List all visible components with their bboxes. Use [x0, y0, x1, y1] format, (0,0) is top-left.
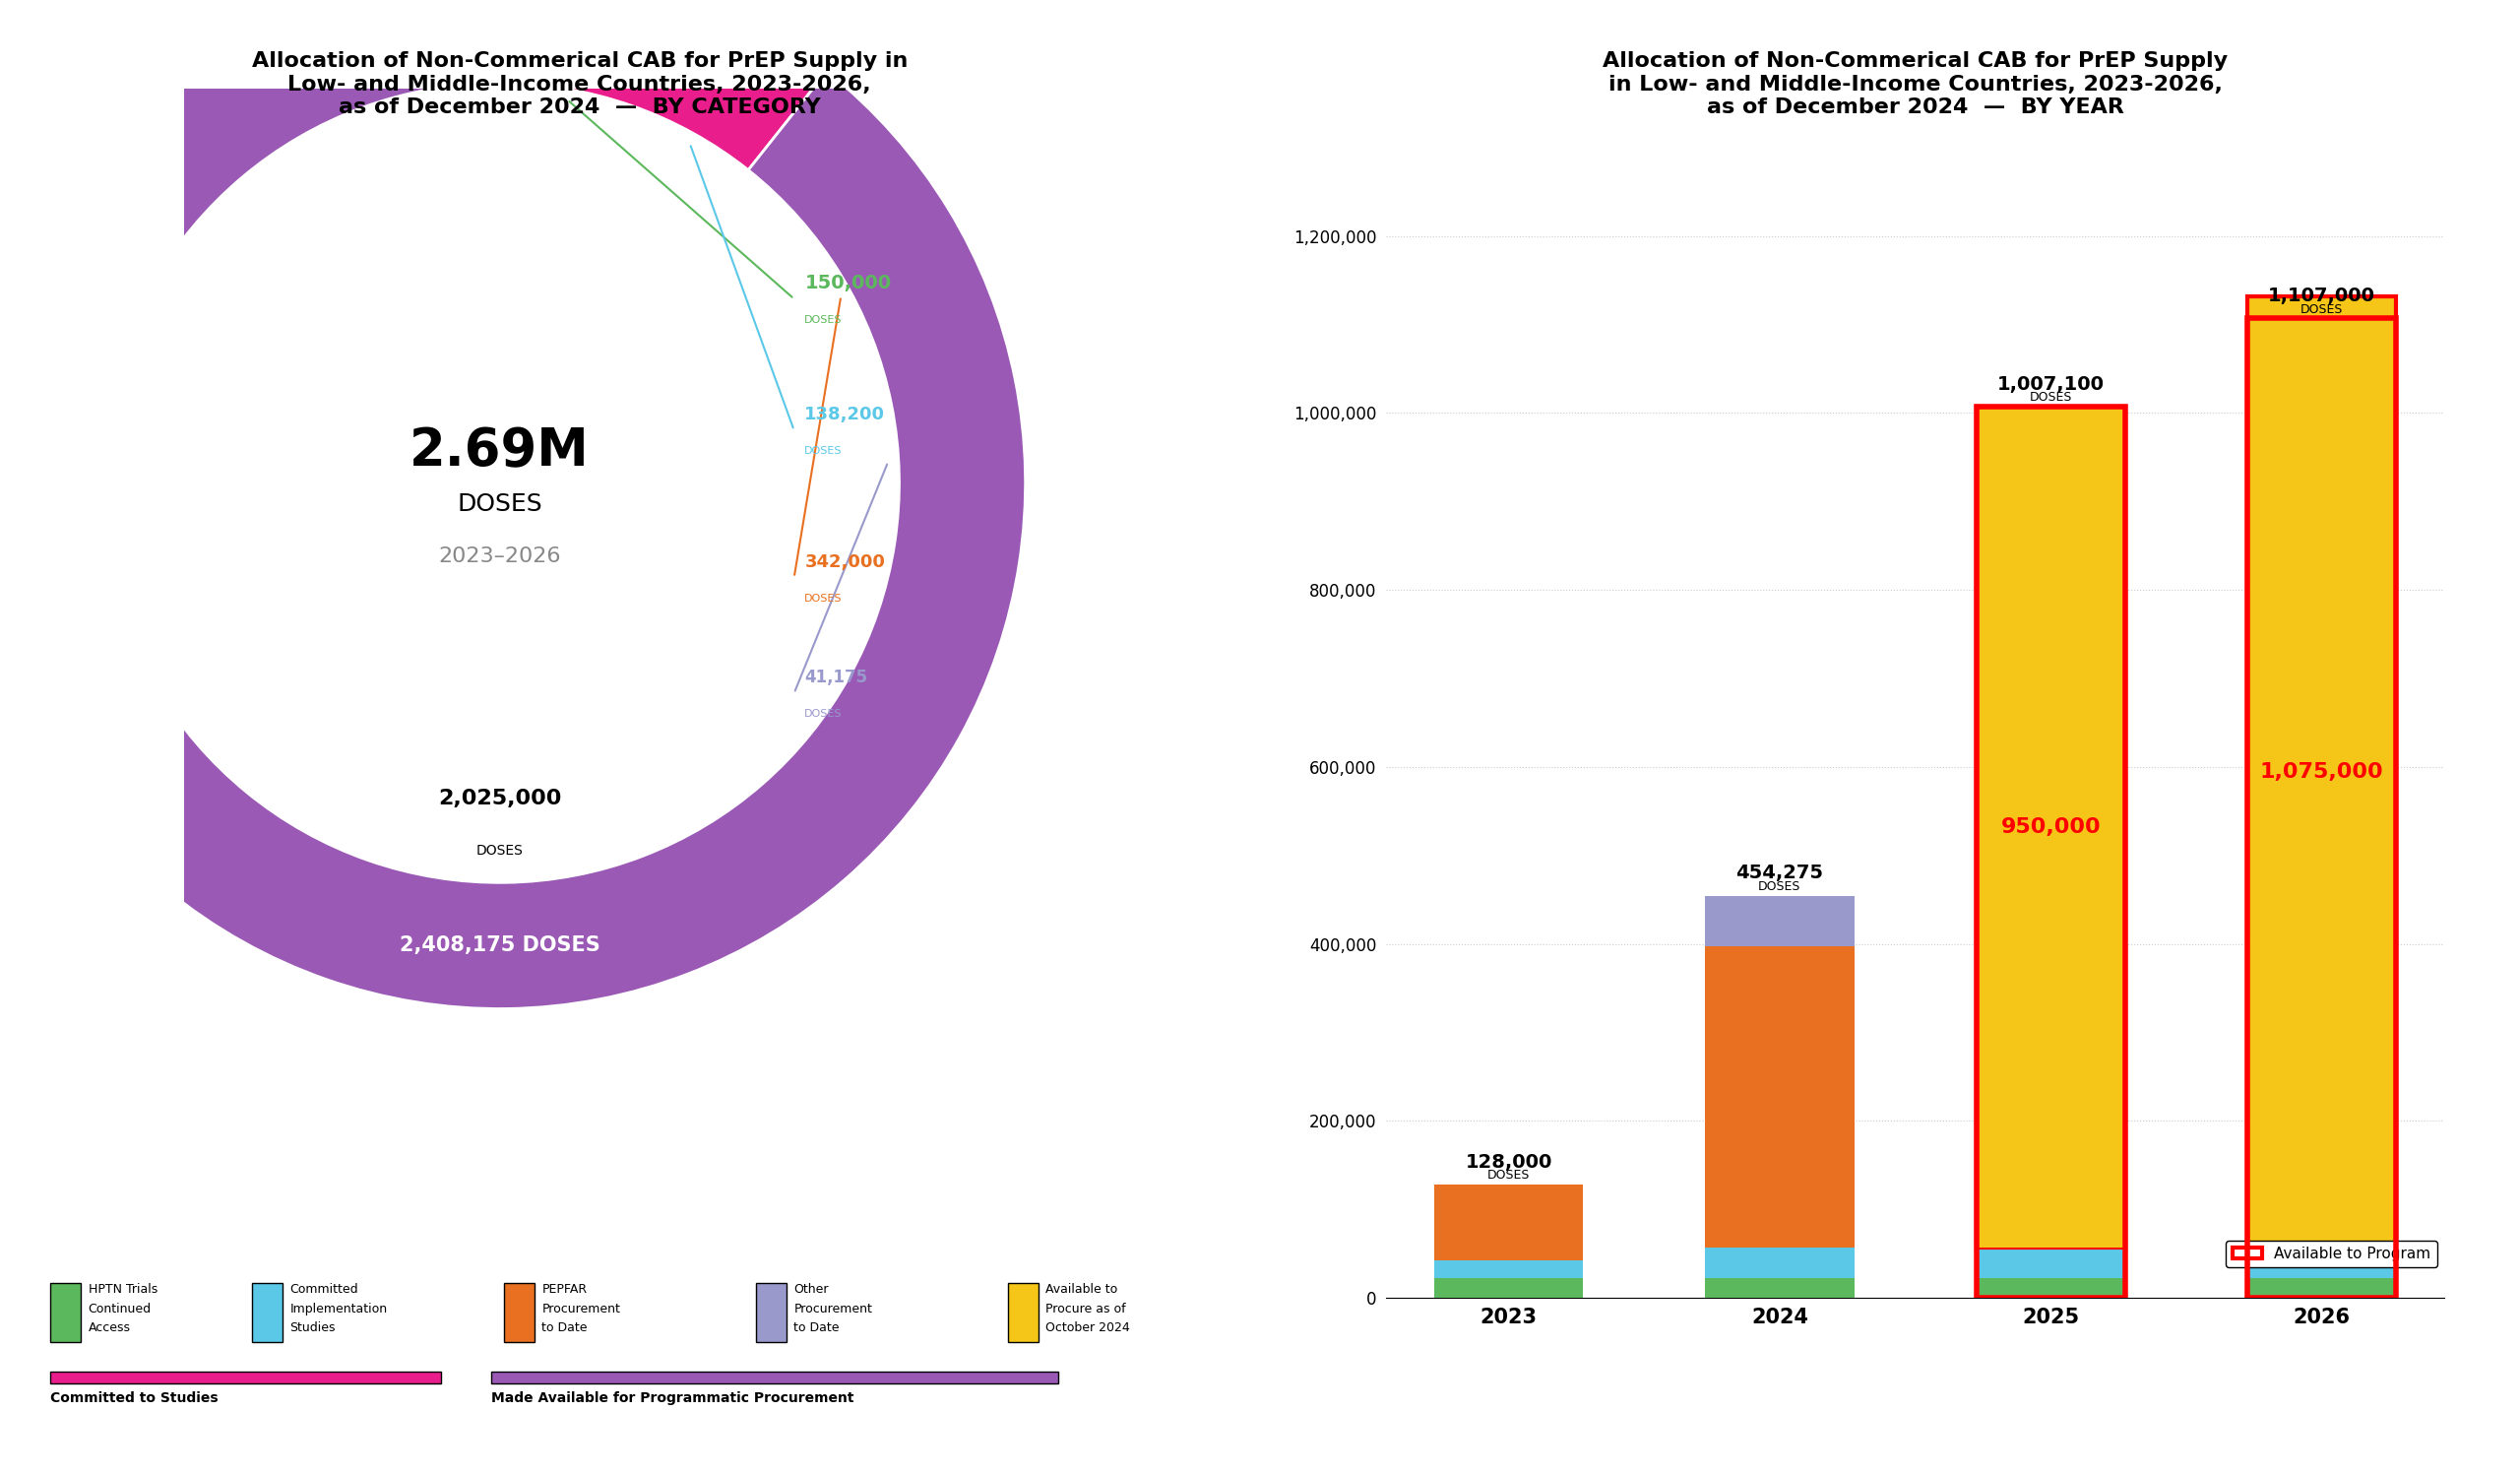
Text: PEPFAR: PEPFAR: [542, 1283, 587, 1297]
Text: 2023–2026: 2023–2026: [438, 547, 562, 566]
Text: Allocation of Non-Commerical CAB for PrEP Supply in
Low- and Middle-Income Count: Allocation of Non-Commerical CAB for PrE…: [252, 52, 907, 117]
Bar: [2248, 1248, 2397, 1279]
Text: Committed: Committed: [290, 1283, 358, 1297]
Bar: [1706, 947, 1855, 1248]
Text: DOSES: DOSES: [1487, 1170, 1530, 1181]
Text: Studies: Studies: [290, 1322, 335, 1335]
Bar: [2248, 1220, 2397, 1248]
Text: Procurement: Procurement: [542, 1302, 620, 1316]
Text: Procure as of: Procure as of: [1046, 1302, 1126, 1316]
Bar: [1976, 1279, 2124, 1298]
Text: to Date: to Date: [542, 1322, 587, 1335]
Text: DOSES: DOSES: [1759, 881, 1802, 894]
Wedge shape: [0, 0, 1026, 1009]
Bar: [1434, 1184, 1583, 1261]
Text: 342,000: 342,000: [804, 553, 885, 571]
Text: 454,275: 454,275: [1736, 864, 1824, 882]
Text: HPTN Trials: HPTN Trials: [88, 1283, 156, 1297]
Text: 2,025,000: 2,025,000: [438, 789, 562, 808]
Bar: [1706, 895, 1855, 947]
Text: 2.69M: 2.69M: [411, 426, 590, 476]
Text: DOSES: DOSES: [2301, 302, 2344, 316]
Text: DOSES: DOSES: [804, 709, 842, 720]
Wedge shape: [580, 118, 741, 302]
Text: 1,075,000: 1,075,000: [2260, 763, 2384, 782]
Text: DOSES: DOSES: [804, 316, 842, 324]
Text: Access: Access: [88, 1322, 131, 1335]
Circle shape: [267, 252, 731, 714]
Text: 950,000: 950,000: [2001, 817, 2102, 836]
Text: Continued: Continued: [88, 1302, 151, 1316]
Text: 1,107,000: 1,107,000: [2268, 286, 2376, 305]
Bar: [1976, 1198, 2124, 1248]
Legend: Available to Program: Available to Program: [2225, 1240, 2437, 1267]
Text: Committed to Studies: Committed to Studies: [50, 1391, 219, 1404]
Text: 138,200: 138,200: [804, 406, 885, 423]
Wedge shape: [643, 178, 887, 459]
Bar: [1434, 1279, 1583, 1298]
Text: Other: Other: [794, 1283, 829, 1297]
Text: DOSES: DOSES: [476, 844, 524, 858]
Text: 128,000: 128,000: [1464, 1153, 1552, 1171]
Wedge shape: [111, 94, 890, 872]
Bar: [2248, 1279, 2397, 1298]
Circle shape: [101, 83, 900, 882]
Wedge shape: [499, 0, 827, 170]
Text: DOSES: DOSES: [804, 447, 842, 456]
Text: 41,175: 41,175: [804, 668, 867, 686]
Text: Available to: Available to: [1046, 1283, 1119, 1297]
Text: 2,408,175 DOSES: 2,408,175 DOSES: [398, 935, 600, 956]
Text: October 2024: October 2024: [1046, 1322, 1129, 1335]
Bar: [1434, 1261, 1583, 1279]
Bar: [1976, 407, 2124, 1248]
Text: DOSES: DOSES: [2029, 391, 2071, 404]
Bar: [1976, 1248, 2124, 1279]
Bar: [2248, 296, 2397, 1248]
Text: 150,000: 150,000: [804, 274, 892, 292]
Bar: [1706, 1248, 1855, 1279]
Wedge shape: [499, 94, 633, 266]
Wedge shape: [731, 442, 890, 481]
Text: 1,007,100: 1,007,100: [1996, 375, 2104, 394]
Text: Made Available for Programmatic Procurement: Made Available for Programmatic Procurem…: [491, 1391, 854, 1404]
Text: Procurement: Procurement: [794, 1302, 872, 1316]
Bar: [1706, 1279, 1855, 1298]
Text: DOSES: DOSES: [456, 493, 542, 516]
Text: DOSES: DOSES: [804, 593, 842, 603]
Text: 288,200
DOSES: 288,200 DOSES: [612, 27, 693, 65]
Text: Implementation: Implementation: [290, 1302, 388, 1316]
Text: to Date: to Date: [794, 1322, 839, 1335]
Text: Allocation of Non-Commerical CAB for PrEP Supply
in Low- and Middle-Income Count: Allocation of Non-Commerical CAB for PrE…: [1603, 52, 2228, 117]
